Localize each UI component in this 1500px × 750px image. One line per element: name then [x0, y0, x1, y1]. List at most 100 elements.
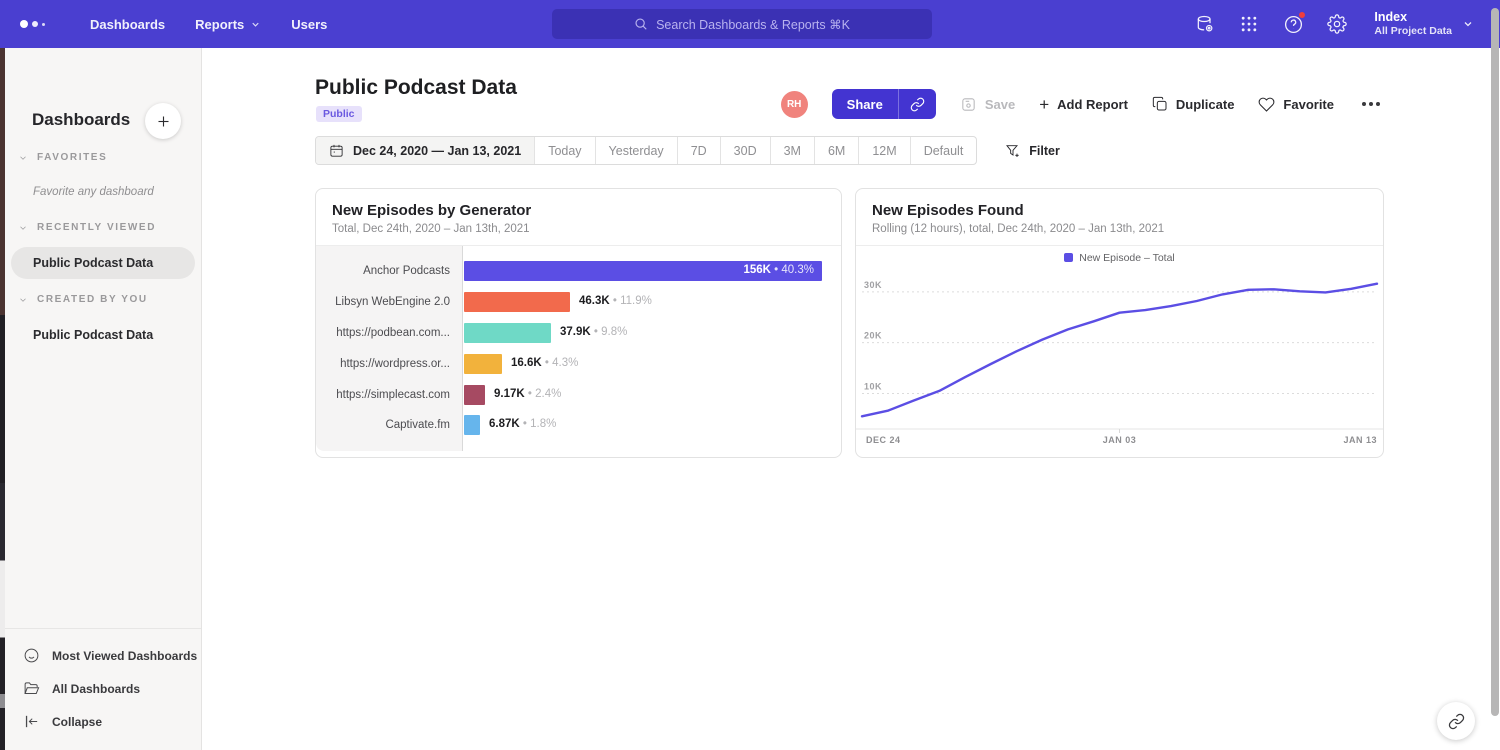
line-chart-title: New Episodes Found	[872, 202, 1024, 219]
copy-link-floating-button[interactable]	[1437, 702, 1475, 740]
date-preset-default[interactable]: Default	[909, 137, 977, 164]
more-options-button[interactable]	[1358, 98, 1384, 110]
bar[interactable]: 156K • 40.3%	[464, 261, 822, 282]
share-link-icon[interactable]	[897, 89, 936, 119]
bar-value-label: 9.17K • 2.4%	[494, 387, 562, 400]
chevron-down-icon	[20, 156, 26, 160]
filter-funnel-icon	[1006, 144, 1019, 157]
bar[interactable]	[464, 292, 570, 313]
bar-category-label: https://wordpress.or...	[340, 357, 450, 370]
bar-value-label: 46.3K • 11.9%	[579, 295, 652, 308]
sidebar-footer-collapse[interactable]: Collapse	[5, 705, 201, 738]
search-input[interactable]: Search Dashboards & Reports ⌘K	[552, 9, 932, 39]
chevron-down-icon	[20, 298, 26, 302]
add-dashboard-button[interactable]	[145, 103, 181, 139]
app-logo-icon[interactable]	[20, 20, 60, 28]
date-preset-yesterday[interactable]: Yesterday	[594, 137, 677, 164]
bar-chart-subtitle: Total, Dec 24th, 2020 – Jan 13th, 2021	[332, 223, 530, 235]
sidebar-title: Dashboards	[32, 110, 131, 129]
chevron-down-icon	[20, 226, 26, 230]
favorite-button[interactable]: Favorite	[1258, 96, 1334, 113]
bar-row[interactable]: https://simplecast.com 9.17K • 2.4%	[316, 379, 841, 410]
bar-category-label: https://simplecast.com	[336, 388, 450, 401]
nav-item-users[interactable]: Users	[291, 16, 328, 32]
date-preset-30d[interactable]: 30D	[719, 137, 770, 164]
help-icon[interactable]	[1282, 11, 1307, 35]
public-badge: Public	[316, 106, 362, 122]
bar-row[interactable]: Captivate.fm 6.87K • 1.8%	[316, 410, 841, 441]
bar-row[interactable]: Libsyn WebEngine 2.0 46.3K • 11.9%	[316, 287, 841, 318]
line-chart-card: New Episodes Found Rolling (12 hours), t…	[855, 188, 1384, 458]
bar[interactable]	[464, 353, 502, 374]
sidebar-item-public-podcast-data[interactable]: Public Podcast Data	[33, 328, 154, 342]
favorites-empty-hint: Favorite any dashboard	[33, 186, 154, 198]
sidebar-section: CREATED BY YOU Public Podcast Data	[5, 294, 201, 351]
top-nav: Dashboards Reports Users Search Dashboards…	[0, 0, 1500, 48]
data-sources-icon[interactable]	[1194, 13, 1216, 35]
date-preset-today[interactable]: Today	[534, 137, 594, 164]
svg-text:10K: 10K	[864, 381, 882, 391]
save-icon	[962, 97, 975, 111]
nav-menu: Dashboards Reports Users	[60, 17, 327, 32]
sidebar: Dashboards FAVORITES Favorite any dashboa…	[5, 48, 202, 750]
date-preset-3m[interactable]: 3M	[769, 137, 814, 164]
date-preset-12m[interactable]: 12M	[858, 137, 909, 164]
svg-text:30K: 30K	[864, 280, 882, 290]
sidebar-section: FAVORITES Favorite any dashboard	[5, 152, 201, 198]
calendar-icon	[330, 144, 343, 157]
avatar[interactable]: RH	[780, 90, 808, 118]
sidebar-item-public-podcast-data[interactable]: Public Podcast Data	[11, 247, 195, 279]
share-button[interactable]: Share	[831, 89, 936, 119]
svg-text:20K: 20K	[864, 331, 882, 341]
legend-label: New Episode – Total	[1079, 251, 1175, 264]
sidebar-footer-all-dashboards[interactable]: All Dashboards	[5, 672, 201, 705]
save-button[interactable]: Save	[960, 96, 1015, 113]
nav-item-reports[interactable]: Reports	[195, 17, 261, 32]
section-header-created-by-you[interactable]: CREATED BY YOU	[5, 294, 201, 305]
collapse-icon	[23, 713, 40, 730]
vertical-scrollbar[interactable]	[1491, 8, 1499, 716]
notification-dot	[1298, 11, 1307, 19]
smiley-icon	[23, 647, 40, 664]
bar-value-label: 156K • 40.3%	[743, 264, 814, 277]
background-window-edge	[0, 48, 5, 750]
bar-row[interactable]: https://podbean.com... 37.9K • 9.8%	[316, 318, 841, 349]
section-header-recently-viewed[interactable]: RECENTLY VIEWED	[5, 222, 201, 233]
main-content: Public Podcast Data Public RH Share Save…	[203, 48, 1500, 750]
bar-chart[interactable]: Anchor Podcasts 156K • 40.3% Libsyn WebEng…	[316, 246, 841, 451]
bar-row[interactable]: https://wordpress.or... 16.6K • 4.3%	[316, 348, 841, 379]
bar-category-label: Captivate.fm	[385, 419, 450, 432]
plus-icon	[158, 116, 168, 126]
heart-icon	[1259, 97, 1275, 112]
sidebar-section: RECENTLY VIEWED Public Podcast Data	[5, 222, 201, 279]
nav-item-dashboards[interactable]: Dashboards	[90, 16, 166, 32]
apps-grid-icon[interactable]	[1238, 13, 1260, 35]
chevron-down-icon	[1464, 22, 1472, 27]
bar-row[interactable]: Anchor Podcasts 156K • 40.3%	[316, 256, 841, 287]
sidebar-footer-most-viewed-dashboards[interactable]: Most Viewed Dashboards	[5, 639, 201, 672]
bar[interactable]	[464, 384, 485, 405]
bar-chart-title: New Episodes by Generator	[332, 202, 532, 219]
bar-value-label: 37.9K • 9.8%	[560, 325, 628, 338]
chart-legend: New Episode – Total	[856, 246, 1383, 269]
settings-gear-icon[interactable]	[1326, 13, 1348, 35]
bar-value-label: 6.87K • 1.8%	[489, 418, 557, 431]
svg-text:DEC 24: DEC 24	[866, 435, 901, 445]
line-chart[interactable]: 10K 20K 30K DEC 24 JAN 03 JAN 13	[856, 269, 1383, 450]
add-report-button[interactable]: + Add Report	[1039, 94, 1128, 114]
duplicate-button[interactable]: Duplicate	[1152, 96, 1234, 112]
date-range-group: Dec 24, 2020 — Jan 13, 2021 Today Yesterd…	[315, 136, 978, 165]
svg-text:JAN 13: JAN 13	[1343, 435, 1377, 445]
bar[interactable]	[464, 415, 480, 436]
date-range-picker[interactable]: Dec 24, 2020 — Jan 13, 2021	[316, 137, 535, 164]
bar-chart-card: New Episodes by Generator Total, Dec 24t…	[315, 188, 842, 458]
project-selector[interactable]: Index All Project Data	[1374, 10, 1474, 38]
section-header-favorites[interactable]: FAVORITES	[5, 152, 201, 163]
bar-value-label: 16.6K • 4.3%	[511, 356, 579, 369]
date-preset-6m[interactable]: 6M	[813, 137, 858, 164]
date-preset-7d[interactable]: 7D	[676, 137, 720, 164]
project-subtitle: All Project Data	[1374, 25, 1452, 37]
filter-button[interactable]: Filter	[1005, 143, 1060, 159]
bar[interactable]	[464, 322, 551, 343]
search-placeholder: Search Dashboards & Reports ⌘K	[656, 17, 850, 32]
